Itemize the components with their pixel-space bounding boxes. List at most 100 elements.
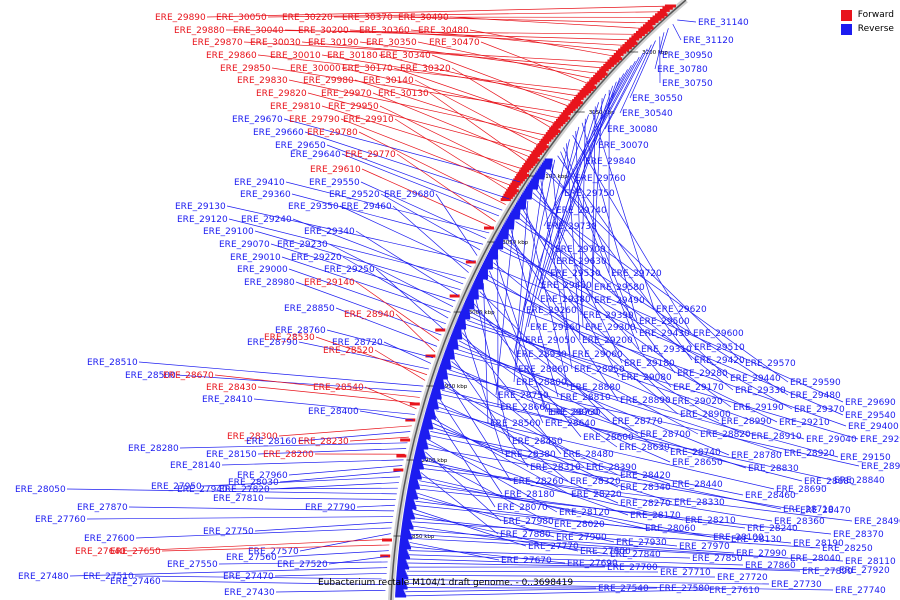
right-leader-line (432, 422, 619, 504)
forward-gene (520, 167, 532, 171)
reverse-gene (447, 342, 458, 346)
right-gene-label: ERE_27990 (736, 549, 787, 559)
reverse-gene (395, 594, 407, 598)
left-gene-label: ERE_28720 (332, 338, 383, 348)
reverse-gene (417, 440, 427, 444)
reverse-gene (457, 318, 466, 322)
reverse-gene (532, 176, 545, 180)
left-leader-line (254, 230, 461, 290)
reverse-gene (519, 196, 532, 200)
right-gene-label: ERE_29840 (585, 157, 636, 167)
left-leader-line (283, 118, 521, 183)
right-gene-label: ERE_28970 (861, 462, 900, 472)
reverse-gene (447, 344, 459, 348)
forward-gene (626, 39, 637, 43)
reverse-gene (503, 224, 515, 228)
reverse-gene (423, 418, 432, 422)
left-leader-line (298, 341, 429, 370)
right-gene-label: ERE_29400 (848, 422, 899, 432)
right-leader-line (438, 402, 619, 488)
reverse-gene (510, 212, 521, 216)
reverse-gene (485, 256, 498, 260)
reverse-gene (402, 522, 413, 526)
right-leader-line (491, 266, 844, 416)
left-gene-label: ERE_29010 (230, 253, 281, 263)
right-leader-line (421, 468, 853, 522)
right-leader-line (527, 126, 580, 328)
forward-gene (502, 195, 513, 199)
right-gene-label: ERE_27610 (709, 586, 760, 596)
left-gene-label: ERE_29810 (270, 102, 321, 112)
reverse-gene (404, 508, 413, 512)
right-gene-label: ERE_27930 (616, 538, 667, 548)
legend-reverse-label: Reverse (857, 24, 894, 34)
left-leader-line (328, 243, 454, 307)
forward-gene (620, 46, 632, 50)
strand-legend: Forward Reverse (840, 8, 894, 36)
reverse-gene (492, 244, 504, 248)
forward-gene (510, 182, 521, 186)
reverse-gene (423, 416, 436, 420)
left-gene-label: ERE_29360 (240, 190, 291, 200)
right-leader-line (406, 579, 770, 585)
right-leader-line (522, 139, 570, 341)
left-gene-label: ERE_29970 (321, 89, 372, 99)
forward-gene (523, 162, 536, 166)
reverse-gene (402, 520, 412, 524)
reverse-gene (439, 364, 451, 368)
left-gene-label: ERE_28940 (344, 310, 395, 320)
left-leader-line (326, 329, 433, 359)
forward-gene (597, 70, 607, 74)
right-gene-label: ERE_29740 (556, 206, 607, 216)
tick-label: 3050 kbp (502, 240, 528, 246)
right-leader-line (537, 184, 623, 364)
reverse-gene (406, 492, 417, 496)
right-gene-label: ERE_27720 (717, 573, 768, 583)
right-leader-line (441, 389, 803, 482)
left-leader-line (359, 410, 414, 421)
reverse-gene (497, 234, 509, 238)
legend-forward: Forward (840, 8, 894, 22)
reverse-gene (496, 236, 509, 240)
reverse-gene (408, 484, 420, 488)
right-gene-label: ERE_31120 (683, 36, 734, 46)
right-gene-label: ERE_28360 (774, 517, 825, 527)
right-leader-line (435, 410, 775, 490)
reverse-gene (444, 352, 455, 356)
right-leader-line (489, 270, 549, 413)
left-leader-line (288, 79, 552, 137)
left-leader-line (380, 193, 481, 251)
right-leader-line (548, 167, 693, 361)
left-leader-line (257, 448, 407, 455)
reverse-gene (440, 362, 451, 366)
reverse-gene (500, 228, 509, 232)
right-leader-line (405, 583, 834, 591)
right-leader-line (422, 463, 773, 522)
reverse-gene (410, 472, 421, 476)
right-gene-label: ERE_28270 (620, 499, 671, 509)
left-leader-line (270, 482, 399, 490)
left-gene-label: ERE_27960 (237, 471, 288, 481)
left-leader-line (221, 459, 404, 466)
reverse-swatch (840, 23, 852, 35)
left-leader-line (179, 442, 408, 449)
right-gene-label: ERE_29630 (556, 257, 607, 267)
left-leader-line (128, 506, 394, 512)
forward-gene (400, 438, 411, 442)
forward-gene (564, 107, 576, 111)
reverse-gene (402, 518, 411, 522)
forward-gene (595, 72, 608, 76)
left-leader-line (378, 54, 579, 103)
reverse-gene (422, 422, 433, 426)
right-gene-label: ERE_28710 (783, 505, 834, 515)
left-leader-line (243, 41, 614, 64)
reverse-gene (452, 330, 462, 334)
reverse-gene (422, 420, 432, 424)
right-leader-line (581, 122, 638, 322)
right-gene-label: ERE_28370 (833, 530, 884, 540)
right-leader-line (557, 155, 693, 348)
forward-gene (555, 118, 568, 122)
reverse-gene (499, 230, 509, 234)
right-leader-line (415, 500, 730, 540)
left-gene-label: ERE_29230 (277, 240, 328, 250)
